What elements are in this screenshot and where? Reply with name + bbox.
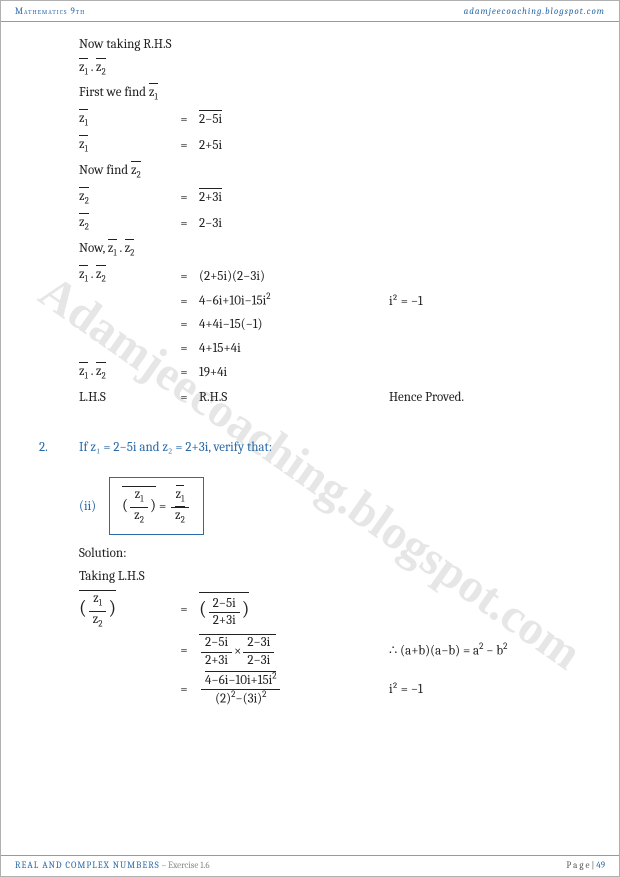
solution-body: Now taking R.H.S z1 . z2 First we find z… [21, 35, 599, 707]
solution-label: Solution: [79, 544, 599, 564]
expr-line: z1 . z2 [79, 58, 599, 80]
equation-row: z2 = 2+3i [79, 187, 599, 209]
equation-row: = 4+15+4i [79, 339, 599, 359]
text-line: Now find z2 [79, 161, 599, 183]
equation-row: z1 = 2+5i [79, 135, 599, 157]
footer-topic: REAL AND COMPLEX NUMBERS – Exercise 1.6 [15, 861, 210, 871]
equation-row: = 4−6i−10i+15i2 (2)2−(3i)2 i² = −1 [79, 672, 599, 707]
content-area: Adamjeecoaching.blogspot.com Now taking … [1, 22, 619, 842]
equation-row: (z1z2) = (2−5i2+3i) [79, 590, 599, 630]
text-line: Now, z1 . z2 [79, 239, 599, 261]
page-header: Mathematics 9th adamjeecoaching.blogspot… [1, 1, 619, 22]
question-number: 2. [39, 438, 48, 458]
equation-row: L.H.S = R.H.S Hence Proved. [79, 388, 599, 408]
text-line: First we find z1 [79, 83, 599, 105]
page-footer: REAL AND COMPLEX NUMBERS – Exercise 1.6 … [1, 855, 619, 876]
equation-row: z1 . z2 = 19+4i [79, 362, 599, 384]
equation-row: = 2−5i2+3i×2−3i2−3i ∴ (a+b)(a−b) = a2 − … [79, 634, 599, 668]
text-line: Taking L.H.S [79, 567, 599, 587]
part-label: (ii) [79, 497, 96, 517]
page: Mathematics 9th adamjeecoaching.blogspot… [0, 0, 620, 877]
page-number: P a g e | 49 [566, 861, 605, 871]
equation-row: z1 . z2 = (2+5i)(2−3i) [79, 265, 599, 287]
boxed-part: (ii) (z1z2) = z1z2 [79, 471, 599, 541]
blog-url: adamjeecoaching.blogspot.com [464, 7, 605, 17]
equation-row: z2 = 2−3i [79, 213, 599, 235]
subject-title: Mathematics 9th [15, 7, 85, 17]
equation-row: = 4−6i+10i−15i2 i² = −1 [79, 291, 599, 311]
equation-row: z1 = 2−5i [79, 109, 599, 131]
text-line: Now taking R.H.S [79, 35, 599, 55]
equation-row: = 4+4i−15(−1) [79, 315, 599, 335]
question-text: 2. If z₁ = 2−5i and z₂ = 2+3i, verify th… [79, 438, 599, 458]
